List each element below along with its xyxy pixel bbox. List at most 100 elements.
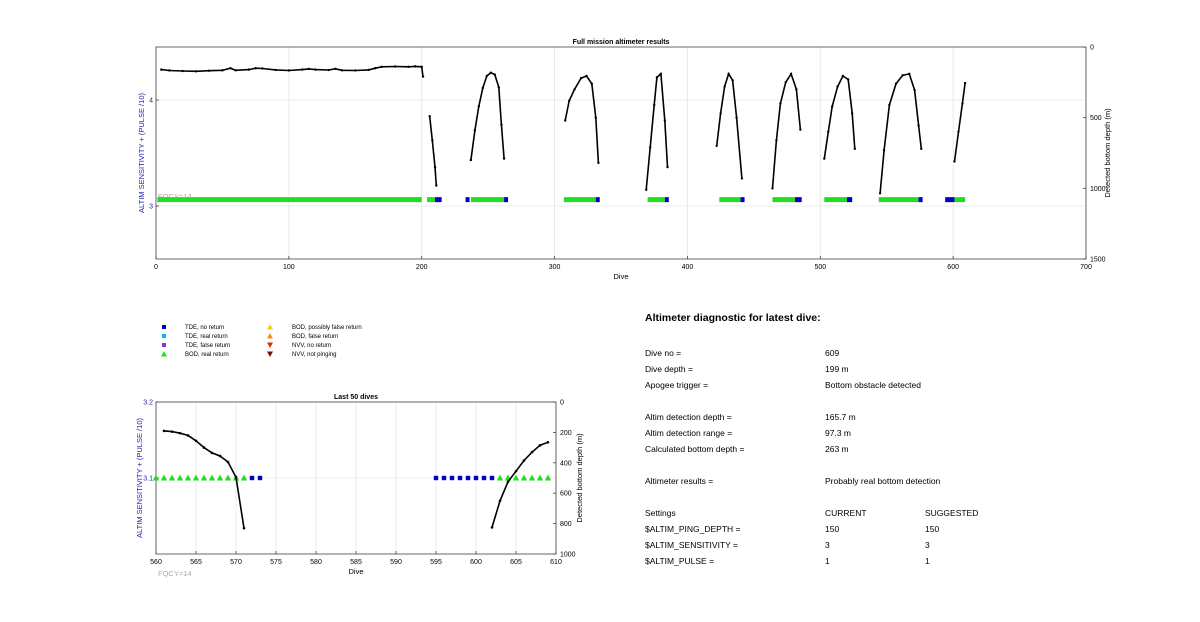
legend-item: BOD, possibly false return [267, 324, 362, 331]
bottom-depth-point [210, 451, 214, 455]
legend-square-marker [162, 325, 166, 329]
bottom-depth-point [170, 430, 174, 433]
right-tick-label: 1000 [1090, 186, 1106, 193]
bottom-depth-point [234, 69, 237, 72]
bod-real-return-run [824, 197, 847, 203]
diagnostic-row-detection-depth: Altim detection depth = 165.7 m [645, 412, 1145, 426]
right-tick-label: 400 [560, 460, 572, 467]
left-axis-label: ALTIM SENSITIVITY + (PULSE /10) [137, 93, 146, 213]
bottom-depth-point [775, 139, 778, 142]
settings-row-sensitivity: $ALTIM_SENSITIVITY = 3 3 [645, 540, 1145, 554]
bod-real-return-run [878, 197, 919, 203]
bottom-depth-point [514, 469, 518, 473]
right-axis-label: Detected bottom depth (m) [575, 433, 584, 523]
settings-row-pulse: $ALTIM_PULSE = 1 1 [645, 556, 1145, 570]
legend-label: TDE, real return [185, 334, 228, 340]
bottom-depth-point [287, 69, 291, 72]
x-tick-label: 600 [470, 559, 482, 566]
bottom-depth-point [473, 129, 477, 132]
bottom-depth-point [242, 526, 246, 530]
bottom-depth-point [850, 112, 854, 115]
frequency-annotation: FQCY=14 [158, 569, 192, 578]
bottom-depth-point [421, 75, 425, 78]
bottom-depth-point [663, 119, 667, 122]
right-tick-label: 1500 [1090, 257, 1106, 264]
bod-real-return-marker [224, 474, 232, 481]
left-tick-label: 3.2 [143, 400, 153, 407]
bottom-depth-line [470, 71, 505, 161]
tde-no-return-marker [449, 475, 455, 481]
x-tick-label: 605 [510, 559, 522, 566]
bottom-depth-point [723, 85, 726, 88]
bottom-depth-point [435, 184, 438, 187]
legend-triangle-down-marker [267, 351, 273, 357]
tde-no-return-run [465, 197, 470, 203]
bottom-depth-point [274, 68, 277, 72]
diagnostic-value: 199 m [825, 364, 849, 374]
legend-triangle-up-marker [161, 351, 167, 357]
bottom-depth-point [789, 72, 793, 76]
bottom-depth-point [836, 85, 839, 88]
bottom-depth-point [779, 102, 782, 105]
settings-current: 1 [825, 556, 830, 566]
bottom-depth-point [735, 116, 738, 119]
last-50-dives-chart: 560 565 570 575 580 585 590 595 600 605 610 3.1 3.2 0… [135, 394, 584, 578]
bottom-depth-point [655, 76, 659, 79]
bottom-depth-point [894, 82, 898, 85]
bottom-depth-point [354, 69, 357, 72]
bod-real-return-marker [536, 474, 544, 481]
settings-current: 3 [825, 540, 830, 550]
bottom-depth-point [564, 119, 567, 122]
bottom-depth-point [961, 102, 964, 105]
diagnostic-row-bottom-depth: Calculated bottom depth = 263 m [645, 444, 1145, 458]
legend-label: BOD, real return [185, 352, 229, 358]
bottom-depth-point [831, 105, 834, 108]
bottom-depth-point [913, 88, 916, 92]
diagnostic-label: Dive depth = [645, 364, 693, 374]
bottom-depth-point [957, 130, 960, 133]
bottom-depth-point [194, 70, 198, 73]
bottom-depth-point [307, 67, 310, 71]
x-tick-label: 580 [310, 559, 322, 566]
bottom-depth-point [340, 69, 344, 72]
settings-label: $ALTIM_PULSE = [645, 556, 715, 566]
bod-real-return-run [157, 197, 422, 203]
bottom-depth-point [538, 444, 542, 447]
x-tick-label: 300 [549, 264, 561, 271]
bottom-depth-point [469, 158, 473, 162]
bod-real-return-marker [208, 474, 216, 481]
tde-no-return-run [846, 197, 853, 203]
legend-triangle-up-marker [267, 324, 273, 330]
x-tick-label: 575 [270, 559, 282, 566]
x-tick-label: 560 [150, 559, 162, 566]
bottom-depth-point [367, 68, 370, 72]
bod-real-return-marker [168, 474, 176, 481]
tde-no-return-marker [249, 475, 255, 481]
plot-area [156, 47, 1086, 259]
legend-item: NVV, no return [267, 342, 331, 349]
chart-title: Last 50 dives [334, 394, 378, 401]
bottom-depth-point [585, 74, 588, 78]
bod-real-return-marker [160, 474, 168, 481]
x-tick-label: 400 [682, 264, 694, 271]
bottom-depth-point [221, 69, 224, 72]
diagnostic-label: Altim detection depth = [645, 412, 732, 422]
bottom-depth-point [799, 128, 802, 131]
legend-item: TDE, no return [162, 325, 224, 331]
settings-label: $ALTIM_SENSITIVITY = [645, 540, 738, 550]
bottom-depth-line [823, 74, 856, 159]
diagnostic-value: Bottom obstacle detected [825, 380, 921, 390]
bottom-depth-point [420, 65, 423, 68]
settings-label: $ALTIM_PING_DEPTH = [645, 524, 741, 534]
marker-legend: TDE, no return TDE, real return TDE, false… [161, 324, 362, 358]
bod-real-return-run [772, 197, 796, 203]
right-tick-label: 0 [1090, 45, 1094, 52]
tde-no-return-marker [473, 475, 479, 481]
bottom-depth-point [659, 72, 663, 76]
bottom-depth-point [740, 177, 744, 180]
x-tick-label: 595 [430, 559, 442, 566]
bottom-depth-point [489, 71, 492, 74]
bottom-depth-point [194, 439, 198, 443]
bod-real-return-marker [192, 474, 200, 481]
settings-header-suggested: SUGGESTED [925, 508, 979, 518]
